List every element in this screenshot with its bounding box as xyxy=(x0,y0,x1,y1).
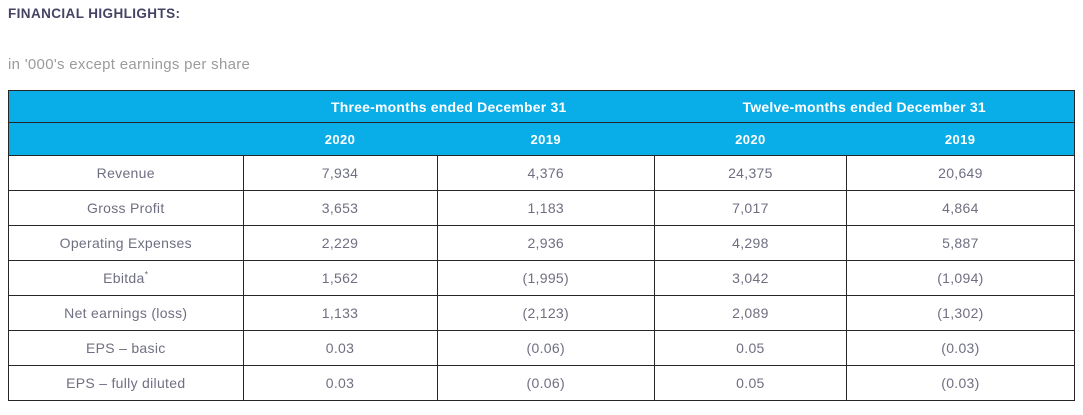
period-header-row: Three-months ended December 31 Twelve-mo… xyxy=(8,90,1075,123)
cell-value: 3,042 xyxy=(653,260,847,296)
cell-value: 0.05 xyxy=(653,330,847,366)
cell-value: 5,887 xyxy=(845,225,1076,261)
year-header-2020-q: 2020 xyxy=(243,122,438,156)
table-row-net-earnings: Net earnings (loss) 1,133 (2,123) 2,089 … xyxy=(8,295,1076,331)
row-label: Revenue xyxy=(8,155,244,191)
page: FINANCIAL HIGHLIGHTS: in '000's except e… xyxy=(8,6,1076,401)
year-header-row: 2020 2019 2020 2019 xyxy=(8,122,1075,156)
cell-value: (2,123) xyxy=(436,295,655,331)
period-header-three-months: Three-months ended December 31 xyxy=(243,90,655,123)
table-row-revenue: Revenue 7,934 4,376 24,375 20,649 xyxy=(8,155,1076,191)
table-header: Three-months ended December 31 Twelve-mo… xyxy=(8,90,1075,156)
year-header-2019-q: 2019 xyxy=(437,122,655,156)
footnote-asterisk: * xyxy=(144,269,149,280)
cell-value: 1,562 xyxy=(242,260,438,296)
row-label-text: Ebitda xyxy=(103,270,145,286)
cell-value: (0.03) xyxy=(845,365,1076,401)
table-body: Revenue 7,934 4,376 24,375 20,649 Gross … xyxy=(8,155,1076,401)
header-spacer-cell xyxy=(8,90,244,123)
cell-value: 20,649 xyxy=(845,155,1076,191)
year-header-2020-y: 2020 xyxy=(654,122,847,156)
cell-value: 7,017 xyxy=(653,190,847,226)
row-label: EPS – fully diluted xyxy=(8,365,244,401)
cell-value: 4,864 xyxy=(845,190,1076,226)
cell-value: 0.03 xyxy=(242,365,438,401)
cell-value: 3,653 xyxy=(242,190,438,226)
row-label: Gross Profit xyxy=(8,190,244,226)
cell-value: 4,376 xyxy=(436,155,655,191)
cell-value: 1,183 xyxy=(436,190,655,226)
period-header-twelve-months: Twelve-months ended December 31 xyxy=(654,90,1075,123)
table-row-eps-fully-diluted: EPS – fully diluted 0.03 (0.06) 0.05 (0.… xyxy=(8,365,1076,401)
table-row-operating-expenses: Operating Expenses 2,229 2,936 4,298 5,8… xyxy=(8,225,1076,261)
cell-value: 0.05 xyxy=(653,365,847,401)
cell-value: 1,133 xyxy=(242,295,438,331)
table-row-gross-profit: Gross Profit 3,653 1,183 7,017 4,864 xyxy=(8,190,1076,226)
header-spacer-cell xyxy=(8,122,244,156)
cell-value: 2,936 xyxy=(436,225,655,261)
cell-value: 7,934 xyxy=(242,155,438,191)
units-note: in '000's except earnings per share xyxy=(8,56,251,73)
cell-value: 0.03 xyxy=(242,330,438,366)
year-header-2019-y: 2019 xyxy=(846,122,1075,156)
cell-value: (0.06) xyxy=(436,365,655,401)
cell-value: 24,375 xyxy=(653,155,847,191)
cell-value: (1,094) xyxy=(845,260,1076,296)
table-row-ebitda: Ebitda* 1,562 (1,995) 3,042 (1,094) xyxy=(8,260,1076,296)
table-row-eps-basic: EPS – basic 0.03 (0.06) 0.05 (0.03) xyxy=(8,330,1076,366)
page-title: FINANCIAL HIGHLIGHTS: xyxy=(8,6,181,21)
cell-value: (1,995) xyxy=(436,260,655,296)
cell-value: (0.03) xyxy=(845,330,1076,366)
cell-value: 2,229 xyxy=(242,225,438,261)
cell-value: (1,302) xyxy=(845,295,1076,331)
cell-value: 2,089 xyxy=(653,295,847,331)
row-label: EPS – basic xyxy=(8,330,244,366)
financial-highlights-table: Three-months ended December 31 Twelve-mo… xyxy=(8,90,1076,401)
cell-value: (0.06) xyxy=(436,330,655,366)
row-label: Net earnings (loss) xyxy=(8,295,244,331)
row-label: Ebitda* xyxy=(8,260,244,296)
row-label: Operating Expenses xyxy=(8,225,244,261)
cell-value: 4,298 xyxy=(653,225,847,261)
